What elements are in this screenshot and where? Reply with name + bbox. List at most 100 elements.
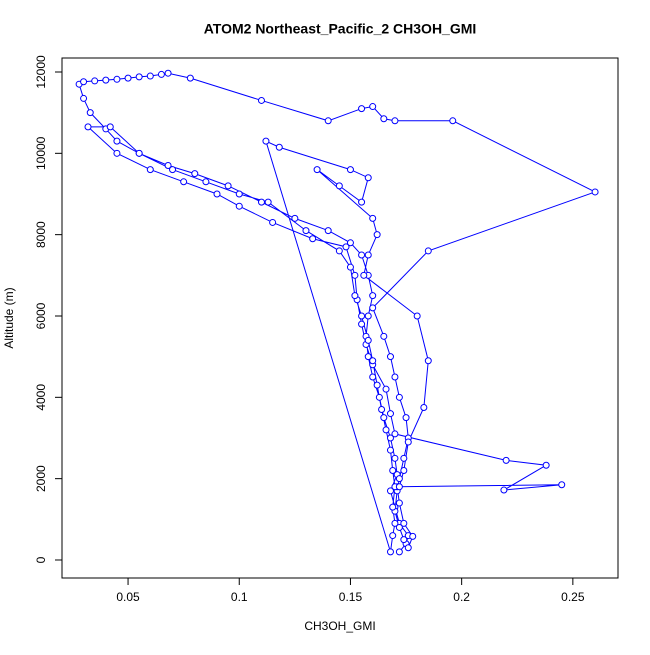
x-tick-label: 0.1: [231, 590, 248, 604]
data-point: [391, 519, 399, 527]
data-point: [135, 149, 143, 157]
data-point: [389, 503, 397, 511]
data-point: [124, 74, 132, 82]
data-point: [373, 231, 381, 239]
data-point: [391, 430, 399, 438]
data-point: [364, 251, 372, 259]
data-point: [375, 393, 383, 401]
data-point: [113, 75, 121, 83]
x-tick-label: 0.05: [116, 590, 140, 604]
data-point: [500, 486, 508, 494]
data-point: [364, 336, 372, 344]
data-point: [106, 123, 114, 131]
data-point: [380, 332, 388, 340]
data-point: [113, 137, 121, 145]
data-point: [313, 166, 321, 174]
data-point: [275, 143, 283, 151]
data-point: [382, 385, 390, 393]
data-point: [213, 190, 221, 198]
data-point: [351, 271, 359, 279]
data-point: [186, 74, 194, 82]
data-point: [389, 532, 397, 540]
data-point: [395, 475, 403, 483]
data-point: [386, 410, 394, 418]
data-point: [80, 78, 88, 86]
data-point: [395, 548, 403, 556]
data-point: [369, 292, 377, 300]
data-point: [164, 162, 172, 170]
data-point: [164, 69, 172, 77]
data-point: [180, 178, 188, 186]
data-point: [386, 548, 394, 556]
data-point: [373, 381, 381, 389]
y-tick-label: 4000: [34, 384, 48, 411]
data-point: [369, 304, 377, 312]
data-point: [391, 373, 399, 381]
data-point: [257, 198, 265, 206]
data-point: [264, 198, 272, 206]
data-point: [404, 438, 412, 446]
data-point: [91, 77, 99, 85]
data-point: [389, 467, 397, 475]
y-tick-label: 12000: [34, 55, 48, 89]
data-point: [135, 73, 143, 81]
data-point: [386, 446, 394, 454]
data-point: [291, 214, 299, 222]
data-point: [202, 178, 210, 186]
data-point: [358, 251, 366, 259]
data-point: [369, 103, 377, 111]
data-point: [502, 456, 510, 464]
x-tick-label: 0.2: [453, 590, 470, 604]
y-axis-label: Altitude (m): [2, 287, 16, 348]
data-point: [80, 94, 88, 102]
data-point: [346, 239, 354, 247]
data-point: [86, 109, 94, 117]
data-point: [335, 247, 343, 255]
data-point: [269, 218, 277, 226]
data-point: [424, 357, 432, 365]
data-point: [102, 76, 110, 84]
data-point: [400, 536, 408, 544]
data-point: [358, 105, 366, 113]
data-point: [404, 544, 412, 552]
data-point: [558, 481, 566, 489]
data-point: [382, 426, 390, 434]
data-point: [342, 243, 350, 251]
data-point: [391, 117, 399, 125]
data-point: [402, 414, 410, 422]
data-point: [262, 137, 270, 145]
data-point: [346, 166, 354, 174]
data-point: [224, 182, 232, 190]
data-point: [400, 467, 408, 475]
data-point: [369, 214, 377, 222]
data-point: [324, 117, 332, 125]
data-point: [146, 72, 154, 80]
data-point: [380, 414, 388, 422]
data-point: [391, 454, 399, 462]
plot-frame: [61, 57, 619, 579]
data-point: [335, 182, 343, 190]
data-point: [302, 227, 310, 235]
data-point: [191, 170, 199, 178]
x-tick-label: 0.25: [561, 590, 585, 604]
x-axis-label: CH3OH_GMI: [304, 619, 375, 633]
data-line: [78, 72, 597, 553]
data-point: [360, 271, 368, 279]
data-point: [358, 320, 366, 328]
data-point: [591, 188, 599, 196]
data-point: [420, 403, 428, 411]
data-point: [424, 247, 432, 255]
chart-title: ATOM2 Northeast_Pacific_2 CH3OH_GMI: [204, 21, 477, 37]
data-point: [395, 499, 403, 507]
data-point: [369, 357, 377, 365]
data-point: [386, 353, 394, 361]
data-point: [413, 312, 421, 320]
data-point: [309, 235, 317, 243]
data-point: [400, 454, 408, 462]
data-point: [449, 117, 457, 125]
data-point: [113, 149, 121, 157]
data-point: [358, 312, 366, 320]
data-point: [395, 483, 403, 491]
data-point: [409, 532, 417, 540]
